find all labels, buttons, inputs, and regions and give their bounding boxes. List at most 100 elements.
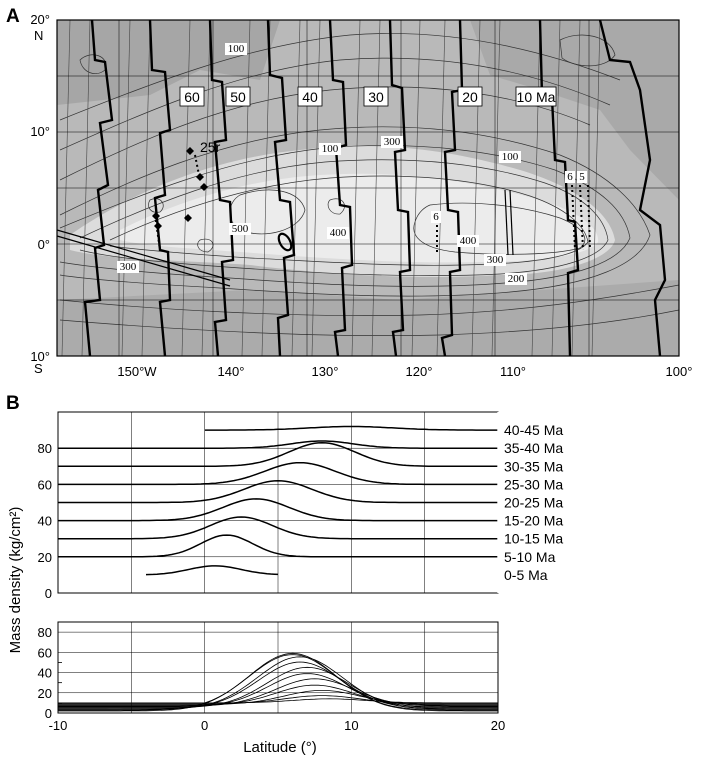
contour-label: 100: [228, 43, 245, 55]
contour-label-box: [431, 211, 441, 223]
contour-label-box: [577, 171, 587, 183]
age-label-box: [297, 86, 323, 107]
series-label: 30-35 Ma: [504, 458, 563, 474]
lower-plot-frame: [57, 621, 499, 714]
contour-label-box: [381, 136, 403, 148]
upper-y-tick: 20: [38, 550, 52, 565]
contour-label-box: [327, 227, 349, 239]
south-label: S: [34, 361, 43, 376]
longitude-ticks: 150°W 140° 130° 120° 110° 100°: [117, 364, 692, 379]
contour-label-box: [499, 151, 521, 163]
contour-label: 5: [579, 171, 585, 183]
lower-y-tick: 20: [38, 686, 52, 701]
contour-label-box: [225, 43, 247, 55]
density-curve: [58, 498, 498, 522]
contour-label-box: [505, 273, 527, 285]
longitude-tick: 130°: [312, 364, 339, 379]
age-label: 40: [302, 89, 318, 105]
contour-label: 6: [433, 211, 439, 223]
map-deep-region: [470, 20, 679, 200]
contour-label: 500: [232, 223, 249, 235]
map-deep-region: [57, 20, 280, 105]
cumulative-curve: [58, 684, 498, 706]
age-label-box: [363, 86, 389, 107]
series-label: 25-30 Ma: [504, 476, 563, 492]
map-gridlines: [57, 20, 679, 356]
age-label-box: [515, 86, 557, 107]
cumulative-curve: [58, 661, 498, 709]
age-label-box: [179, 86, 205, 107]
map-isochrons: [83, 19, 667, 357]
chron-label: 25r: [200, 139, 221, 155]
density-curve: [58, 442, 498, 468]
longitude-tick: 120°: [406, 364, 433, 379]
cumulative-curve: [58, 695, 498, 705]
cumulative-curve: [58, 654, 498, 711]
density-curve: [145, 565, 279, 576]
longitude-tick: 110°: [500, 364, 526, 379]
contour-label: 300: [120, 261, 137, 273]
panel-b-label: B: [6, 393, 20, 414]
contour-label: 200: [508, 273, 525, 285]
contour-label-box: [229, 223, 251, 235]
contour-label-box: [565, 171, 575, 183]
cumulative-curve: [58, 673, 498, 708]
map-deep-region: [57, 280, 679, 356]
cumulative-curve: [58, 678, 498, 707]
age-label: 20: [462, 89, 478, 105]
site-markers: [152, 147, 208, 230]
longitude-tick: 100°: [666, 364, 693, 379]
lower-x-tick: 10: [344, 718, 358, 733]
latitude-ticks: 20° 10° 0° 10°: [30, 12, 50, 364]
contour-label-box: [484, 254, 506, 266]
density-curve: [58, 516, 498, 540]
density-curve: [58, 534, 498, 558]
cumulative-curve: [58, 656, 498, 710]
density-curve: [58, 480, 498, 504]
lower-y-tick: 40: [38, 666, 52, 681]
density-curve: [58, 461, 498, 486]
contour-label: 100: [322, 143, 339, 155]
series-label: 40-45 Ma: [504, 422, 563, 438]
contour-label: 400: [460, 235, 477, 247]
series-label: 20-25 Ma: [504, 495, 563, 511]
map-contours: [59, 33, 680, 336]
upper-y-tick: 0: [45, 586, 52, 601]
age-label: 10 Ma: [517, 89, 556, 105]
lower-y-tick: 80: [38, 625, 52, 640]
lower-y-tick: 60: [38, 645, 52, 660]
contour-label: 300: [384, 136, 401, 148]
upper-y-tick: 80: [38, 441, 52, 456]
lower-y-tick: 0: [45, 706, 52, 721]
contour-label: 400: [330, 227, 347, 239]
latitude-tick: 20°: [30, 12, 50, 27]
density-curve: [204, 425, 498, 431]
upper-plot: 0 20 40 60 80 0-5 Ma 5-10 Ma 10-15 Ma 15-20 Ma 20…: [38, 411, 563, 601]
y-axis-label: Mass density (kg/cm²): [7, 507, 24, 654]
density-curve: [58, 440, 498, 449]
north-label: N: [34, 28, 43, 43]
age-label-box: [457, 86, 483, 107]
age-label: 60: [184, 89, 200, 105]
series-label: 35-40 Ma: [504, 440, 563, 456]
contour-label-box: [319, 143, 341, 155]
panel-a-label: A: [6, 6, 20, 27]
contour-label-box: [117, 261, 139, 273]
series-label: 5-10 Ma: [504, 549, 556, 565]
series-label: 0-5 Ma: [504, 567, 548, 583]
cumulative-curve: [58, 652, 498, 712]
cumulative-curve: [58, 666, 498, 709]
age-label: 30: [368, 89, 384, 105]
latitude-tick: 10°: [30, 349, 50, 364]
x-axis-label: Latitude (°): [243, 739, 317, 756]
latitude-tick: 0°: [38, 237, 50, 252]
map-ellipse-feature: [277, 232, 293, 252]
lower-x-tick: 0: [201, 718, 208, 733]
lower-x-tick: 20: [491, 718, 505, 733]
age-label-box: [225, 86, 251, 107]
lower-x-tick: -10: [49, 718, 68, 733]
map-frame: [56, 19, 680, 357]
